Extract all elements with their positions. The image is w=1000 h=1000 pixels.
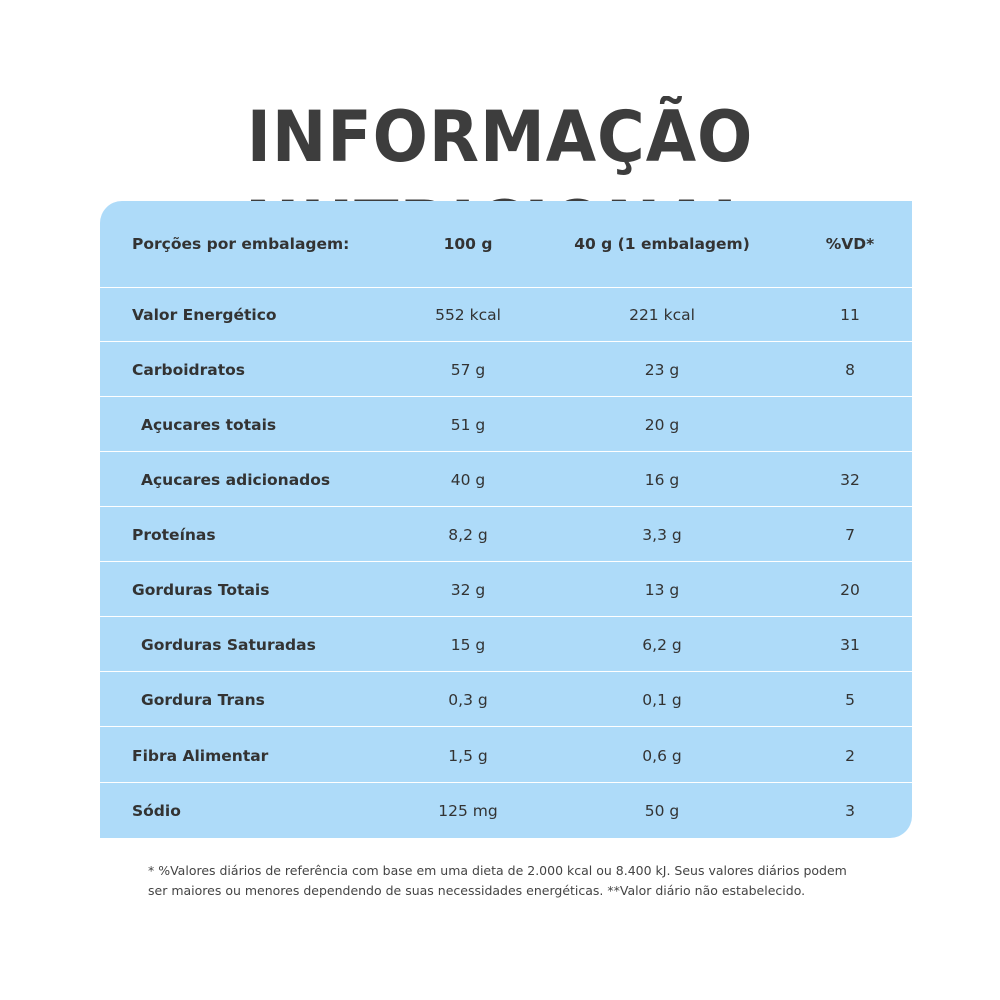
value-portion: 13 g (644, 580, 680, 599)
value-vd: 32 (840, 470, 860, 489)
value-vd (800, 398, 900, 451)
nutrient-name: Carboidratos (132, 360, 246, 379)
value-vd: 5 (845, 690, 855, 709)
table-header-row: Porções por embalagem: 100 g 40 g (1 emb… (100, 201, 912, 288)
header-col-100g: 100 g (443, 235, 493, 253)
table-row: Gorduras Saturadas 15 g 6,2 g 31 (100, 618, 912, 672)
value-vd: 3 (845, 802, 855, 820)
table-row: Proteínas 8,2 g 3,3 g 7 (100, 508, 912, 562)
value-100g: 1,5 g (448, 746, 488, 765)
nutrient-name: Açucares totais (141, 415, 277, 434)
value-100g: 32 g (450, 580, 486, 599)
header-portions-label: Porções por embalagem: (132, 235, 350, 253)
value-portion: 20 g (644, 415, 680, 434)
nutrient-name: Valor Energético (132, 305, 277, 324)
value-vd: 2 (845, 746, 855, 765)
value-portion: 6,2 g (642, 635, 682, 654)
nutrient-name: Açucares adicionados (141, 470, 331, 489)
value-portion: 23 g (644, 360, 680, 379)
header-col-portion: 40 g (1 embalagem) (574, 235, 750, 253)
value-vd: 20 (840, 580, 860, 599)
nutrient-name: Fibra Alimentar (132, 746, 269, 765)
table-row: Fibra Alimentar 1,5 g 0,6 g 2 (100, 729, 912, 783)
value-portion: 0,6 g (642, 746, 682, 765)
nutrient-name: Proteínas (132, 525, 216, 544)
value-vd: 11 (840, 305, 860, 324)
table-row: Gordura Trans 0,3 g 0,1 g 5 (100, 673, 912, 727)
table-row: Açucares totais 51 g 20 g (100, 398, 912, 452)
nutrient-name: Gordura Trans (141, 690, 265, 709)
header-col-vd: %VD* (825, 235, 875, 253)
value-100g: 125 mg (438, 802, 498, 820)
value-100g: 552 kcal (435, 305, 501, 324)
value-100g: 8,2 g (448, 525, 488, 544)
value-100g: 15 g (450, 635, 486, 654)
value-100g: 51 g (450, 415, 486, 434)
table-row: Açucares adicionados 40 g 16 g 32 (100, 453, 912, 507)
value-vd: 8 (845, 360, 855, 379)
table-row: Valor Energético 552 kcal 221 kcal 11 (100, 288, 912, 342)
table-row: Sódio 125 mg 50 g 3 (100, 784, 912, 838)
value-portion: 16 g (644, 470, 680, 489)
nutrient-name: Gorduras Saturadas (141, 635, 316, 654)
table-row: Carboidratos 57 g 23 g 8 (100, 343, 912, 397)
nutrient-name: Sódio (132, 802, 181, 820)
value-100g: 0,3 g (448, 690, 488, 709)
table-row: Gorduras Totais 32 g 13 g 20 (100, 563, 912, 617)
value-portion: 3,3 g (642, 525, 682, 544)
value-vd: 7 (845, 525, 855, 544)
value-100g: 40 g (450, 470, 486, 489)
value-vd: 31 (840, 635, 860, 654)
nutrition-table: Porções por embalagem: 100 g 40 g (1 emb… (100, 201, 912, 838)
value-portion: 221 kcal (629, 305, 695, 324)
nutrient-name: Gorduras Totais (132, 580, 270, 599)
value-100g: 57 g (450, 360, 486, 379)
value-portion: 0,1 g (642, 690, 682, 709)
value-portion: 50 g (644, 802, 680, 820)
footnote: * %Valores diários de referência com bas… (148, 863, 847, 898)
